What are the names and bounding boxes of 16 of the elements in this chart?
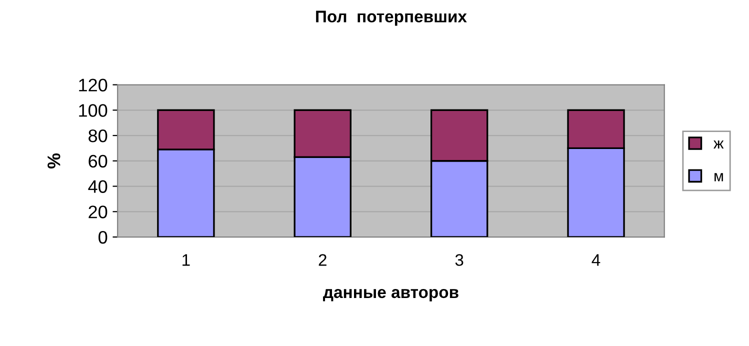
y-tick-label: 100: [79, 104, 108, 117]
legend-label: ж: [714, 140, 724, 149]
x-tick-label: 4: [592, 254, 600, 266]
x-axis-title: данные авторов: [323, 288, 458, 302]
y-tick-label: 60: [88, 154, 108, 168]
y-tick-label: 20: [88, 206, 108, 218]
x-tick-label: 2: [318, 254, 326, 266]
y-tick-label: 0: [98, 230, 108, 244]
chart-title: Пол потерпевших: [316, 10, 467, 26]
x-tick-label: 1: [182, 254, 190, 266]
y-tick-label: 40: [88, 180, 108, 193]
legend-label: м: [714, 173, 723, 182]
x-tick-label: 3: [455, 254, 464, 266]
y-axis-title: %: [48, 153, 60, 168]
y-tick-label: 80: [88, 129, 108, 142]
y-tick-label: 120: [79, 78, 108, 92]
